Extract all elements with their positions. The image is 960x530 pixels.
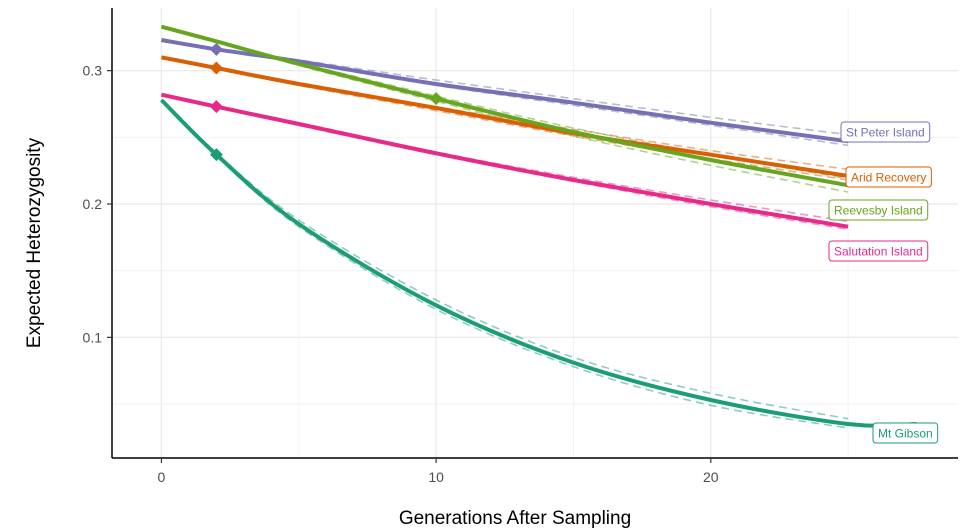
end-label-box	[872, 422, 939, 444]
end-label: Salutation Island	[828, 240, 929, 262]
end-label-box	[828, 199, 929, 221]
y-axis-title: Expected Heterozygosity	[24, 137, 45, 348]
diamond-marker	[429, 92, 443, 106]
diamond-marker	[209, 61, 223, 75]
simulation-line	[160, 99, 849, 420]
diamond-marker	[209, 100, 223, 114]
x-axis-title: Generations After Sampling	[399, 508, 631, 529]
end-label-text: Mt Gibson	[878, 427, 933, 441]
end-labels: St Peter Island Arid Recovery Reevesby Isl…	[828, 121, 939, 444]
y-tick-label: 0.2	[83, 196, 103, 212]
x-tick-label: 20	[703, 469, 719, 485]
end-label-text: Salutation Island	[834, 245, 923, 259]
series-line	[161, 92, 849, 229]
grid	[112, 8, 958, 458]
diamond-marker	[209, 42, 223, 56]
y-tick-label: 0.1	[83, 329, 103, 345]
series-line	[161, 38, 849, 144]
simulation-bands	[160, 25, 849, 429]
diamond-marker	[209, 148, 223, 162]
end-label-text: St Peter Island	[846, 126, 925, 140]
series-line	[160, 24, 849, 188]
axes	[111, 8, 958, 459]
end-label: Mt Gibson	[872, 422, 939, 444]
end-label-box	[845, 166, 932, 188]
x-tick-label: 10	[428, 469, 444, 485]
series-markers	[209, 42, 443, 162]
end-label: Reevesby Island	[828, 199, 929, 221]
end-label-text: Arid Recovery	[851, 171, 926, 185]
series-line	[160, 98, 917, 428]
simulation-line	[160, 99, 849, 429]
end-label-text: Reevesby Island	[834, 204, 923, 218]
series-lines	[160, 24, 917, 428]
y-tick-label: 0.3	[83, 63, 103, 79]
end-label-box	[828, 240, 929, 262]
series-line	[161, 55, 849, 178]
x-tick-label: 0	[158, 469, 166, 485]
end-label: Arid Recovery	[845, 166, 932, 188]
end-label: St Peter Island	[840, 121, 931, 143]
end-label-box	[840, 121, 931, 143]
tick-labels: 0 10 20 0.1 0.2 0.3	[83, 63, 719, 485]
